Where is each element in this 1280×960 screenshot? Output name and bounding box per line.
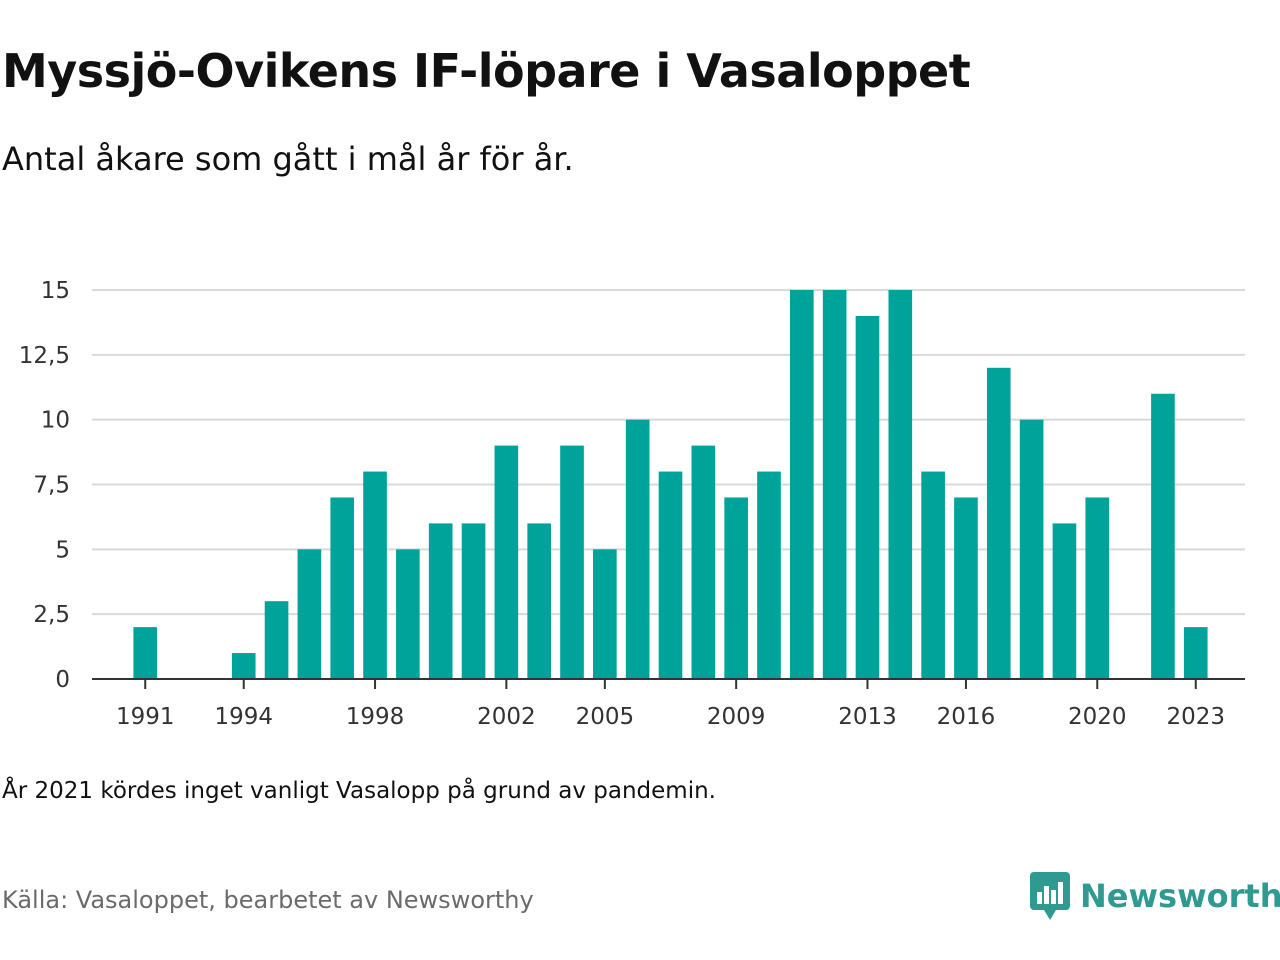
brand-logo: Newsworthy [1030, 868, 1280, 924]
bar-2020 [1085, 497, 1110, 679]
x-tick-label: 2020 [1068, 704, 1127, 730]
bar-1991 [133, 627, 158, 679]
bar-1997 [330, 497, 355, 679]
bar-2022 [1151, 393, 1175, 679]
bar-1996 [297, 549, 322, 679]
bar-1998 [363, 471, 387, 679]
axes: 0 2,5 5 7,5 10 12,5 15 1991 1994 1998 2002 2005 2009… [19, 278, 1245, 730]
y-tick-label: 15 [41, 278, 70, 304]
bar-1994 [231, 653, 256, 679]
bar-2019 [1052, 523, 1077, 679]
bar-2012 [822, 290, 847, 679]
bar-2000 [428, 523, 453, 679]
footnote: År 2021 kördes inget vanligt Vasalopp på… [2, 778, 716, 804]
bar-2018 [1019, 419, 1044, 679]
bars [133, 290, 1208, 679]
brand-name: Newsworthy [1080, 877, 1280, 915]
bar-2017 [986, 367, 1011, 679]
x-tick-label: 2002 [477, 704, 536, 730]
bar-2001 [461, 523, 486, 679]
x-tick-label: 2023 [1166, 704, 1225, 730]
bar-2016 [954, 497, 978, 679]
bar-1995 [264, 601, 289, 679]
bar-2010 [757, 471, 781, 679]
bar-chart: 0 2,5 5 7,5 10 12,5 15 1991 1994 1998 2002 2005 2009… [19, 278, 1245, 730]
x-tick-label: 2009 [707, 704, 766, 730]
newsworthy-logo-icon [1030, 872, 1070, 920]
y-tick-label: 5 [55, 537, 70, 563]
bar-2005 [593, 549, 617, 679]
x-tick-label: 1991 [116, 704, 175, 730]
bar-2008 [691, 445, 716, 679]
bar-2007 [658, 471, 683, 679]
x-tick-label: 2016 [937, 704, 996, 730]
y-tick-label: 0 [55, 667, 70, 693]
x-tick-label: 2013 [838, 704, 897, 730]
bar-2013 [855, 315, 880, 679]
chart-subtitle: Antal åkare som gått i mål år för år. [2, 140, 574, 178]
bar-1999 [396, 549, 420, 679]
bar-2014 [888, 290, 913, 679]
bar-2009 [724, 497, 748, 679]
bar-2002 [494, 445, 519, 679]
y-tick-label: 7,5 [33, 473, 70, 499]
x-tick-label: 1994 [214, 704, 273, 730]
x-tick-label: 2005 [576, 704, 635, 730]
bar-2003 [527, 523, 552, 679]
bar-2004 [560, 445, 584, 679]
bar-2006 [625, 419, 650, 679]
source-credit: Källa: Vasaloppet, bearbetet av Newswort… [2, 886, 534, 914]
bar-2011 [789, 290, 814, 679]
y-tick-label: 10 [41, 408, 70, 434]
chart-title: Myssjö-Ovikens IF-löpare i Vasaloppet [2, 44, 971, 98]
x-tick-label: 1998 [346, 704, 405, 730]
bar-2023 [1183, 627, 1208, 679]
y-tick-label: 12,5 [19, 343, 70, 369]
bar-2015 [921, 471, 945, 679]
y-tick-label: 2,5 [33, 602, 70, 628]
